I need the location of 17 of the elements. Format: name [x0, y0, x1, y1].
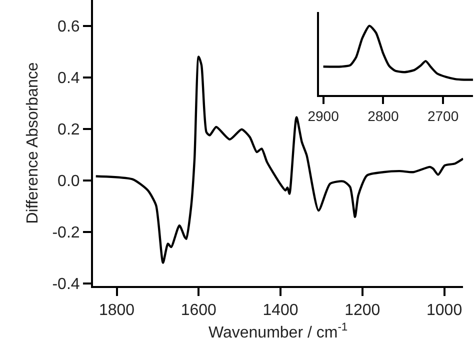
y-tick-label: 0.0	[58, 172, 80, 190]
y-tick-label: 0.6	[58, 18, 80, 36]
y-tick-label: 0.4	[58, 70, 80, 87]
x-tick-label: 2700	[427, 108, 459, 124]
x-tick-label: 1200	[344, 302, 380, 320]
x-tick-label: 1600	[180, 302, 217, 320]
x-tick-label: 1000	[426, 302, 462, 320]
x-tick-label: 2900	[308, 108, 340, 124]
x-tick-label: 1800	[98, 302, 135, 320]
y-tick-label: 0.2	[58, 121, 80, 138]
x-axis-title: Wavenumber / cm$^{-1}$	[208, 322, 348, 342]
y-axis-title: Difference Absorbance	[24, 62, 42, 224]
y-tick-label: -0.2	[52, 224, 80, 242]
y-tick-label: -0.4	[52, 276, 80, 294]
line-series	[94, 56, 464, 264]
x-tick-label: 1400	[262, 302, 298, 320]
x-tick-label: 2800	[368, 108, 399, 124]
